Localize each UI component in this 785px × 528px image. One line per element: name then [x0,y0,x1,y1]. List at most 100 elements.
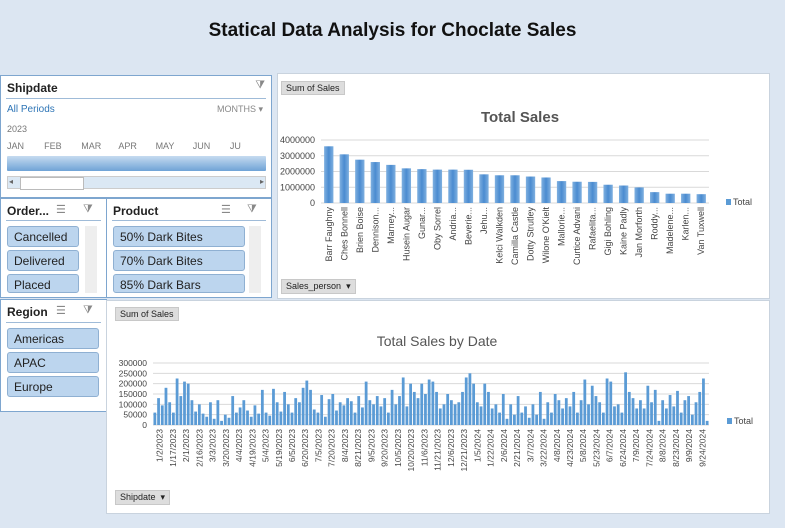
total-sales-plot: Total Sales 0 1000000 2000000 3000000 4000000… [280,109,752,265]
clear-filter-icon[interactable]: ⧩ [83,304,93,316]
clear-filter-icon[interactable]: ⧩ [83,203,93,215]
bar [320,395,324,425]
slicer-item-50-dark-bites[interactable]: 50% Dark Bites [113,226,245,247]
x-tick-label: 1/5/2024 [472,429,482,462]
x-tick-label: Madelene... [665,207,675,254]
scroll-right-icon[interactable]: ▸ [259,177,264,186]
y-tick-label: 2000000 [280,167,315,177]
x-tick-label: Mallorie... [557,207,567,246]
x-tick-label: Dotty Strutley [526,207,536,262]
bar [357,396,361,425]
scroll-thumb[interactable] [20,177,84,190]
bar [642,408,646,425]
bar [572,181,582,203]
slicer-scrollbar[interactable] [249,226,261,293]
sum-of-sales-field-button[interactable]: Sum of Sales [281,81,345,95]
bar [249,416,253,425]
bar [186,383,190,425]
multi-select-icon[interactable]: ☰ [56,305,66,317]
month-label[interactable]: JUN [192,141,211,151]
bar [386,164,396,203]
bar [510,175,520,203]
x-tick-label: Beverie... [463,207,473,245]
x-tick-label: Gigi Bohling [603,207,613,256]
bar [272,388,275,425]
x-tick-label: Roddy... [650,207,660,240]
bar [338,402,342,425]
bar [171,412,175,425]
sales-person-axis-button[interactable]: Sales_person ▾ [281,279,356,294]
month-label[interactable]: APR [118,141,137,151]
bar [449,400,453,425]
bar [205,416,209,425]
slicer-item-70-dark-bites[interactable]: 70% Dark Bites [113,250,245,271]
time-level-dropdown[interactable]: MONTHS ▾ [217,104,263,115]
bar [412,391,416,425]
timeline-period-bar[interactable] [7,156,266,171]
shipdate-timeline-slicer[interactable]: Shipdate ⧩ All Periods MONTHS ▾ 2023 JAN… [0,75,272,198]
slicer-item-placed[interactable]: Placed [7,274,79,293]
all-periods-label: All Periods [7,104,55,115]
slicer-item-apac[interactable]: APAC [7,352,99,373]
multi-select-icon[interactable]: ☰ [221,204,231,216]
slicer-item-europe[interactable]: Europe [7,376,99,397]
clear-filter-icon[interactable]: ⧩ [255,79,265,91]
month-label[interactable]: FEB [44,141,62,151]
bar [390,389,394,425]
clear-filter-icon[interactable]: ⧩ [247,203,257,215]
bar [509,404,513,425]
bar [661,400,665,425]
slicer-header: Shipdate [7,81,58,95]
x-tick-label: 12/21/2023 [459,429,469,472]
month-label[interactable]: MAR [81,141,102,151]
x-tick-label: Brien Boise [355,207,365,253]
month-label[interactable]: MAY [155,141,175,151]
bar [294,398,298,425]
slicer-scrollbar[interactable] [85,226,97,293]
bar [542,418,546,425]
timeline-scrollbar[interactable]: ◂ ▸ [7,176,266,190]
bar [672,406,676,425]
slicer-item-delivered[interactable]: Delivered [7,250,79,271]
x-tick-label: 7/5/2023 [313,429,323,462]
x-tick-label: 3/3/2023 [208,429,218,462]
product-slicer: Product ☰ ⧩ 50% Dark Bites 70% Dark Bite… [106,198,272,298]
bar [635,408,639,425]
bar [541,177,551,203]
bar [605,378,609,425]
scroll-left-icon[interactable]: ◂ [9,177,14,186]
bar [283,391,286,425]
bar [268,415,272,425]
bar [331,394,335,425]
slicer-item-85-dark-bars[interactable]: 85% Dark Bars [113,274,245,293]
bar [535,414,539,425]
x-tick-label: Marney... [386,207,396,244]
slicer-item-americas[interactable]: Americas [7,328,99,349]
month-label[interactable]: JAN [7,141,25,151]
bar [698,391,702,425]
sum-of-sales-field-button[interactable]: Sum of Sales [115,307,179,321]
month-label[interactable]: JU [229,141,241,151]
bar [624,372,627,425]
y-tick-label: 3000000 [280,151,315,161]
bar [427,379,431,425]
legend-label: Total [734,416,753,426]
slicer-item-cancelled[interactable]: Cancelled [7,226,79,247]
x-tick-label: 5/19/2023 [274,429,284,467]
bar [209,402,212,425]
slicer-header: Region [7,305,48,319]
bar [664,408,668,425]
bar [696,194,706,203]
bar [168,402,172,425]
bar [416,398,420,425]
bar [194,411,198,425]
bar [323,416,327,425]
bar [479,406,483,425]
x-tick-label: 2/1/2023 [181,429,191,462]
bar [516,396,520,425]
multi-select-icon[interactable]: ☰ [56,204,66,216]
bar [383,398,387,425]
x-tick-label: 7/24/2024 [644,429,654,467]
shipdate-axis-button[interactable]: Shipdate ▾ [115,490,171,505]
x-tick-label: 8/21/2023 [353,429,363,467]
